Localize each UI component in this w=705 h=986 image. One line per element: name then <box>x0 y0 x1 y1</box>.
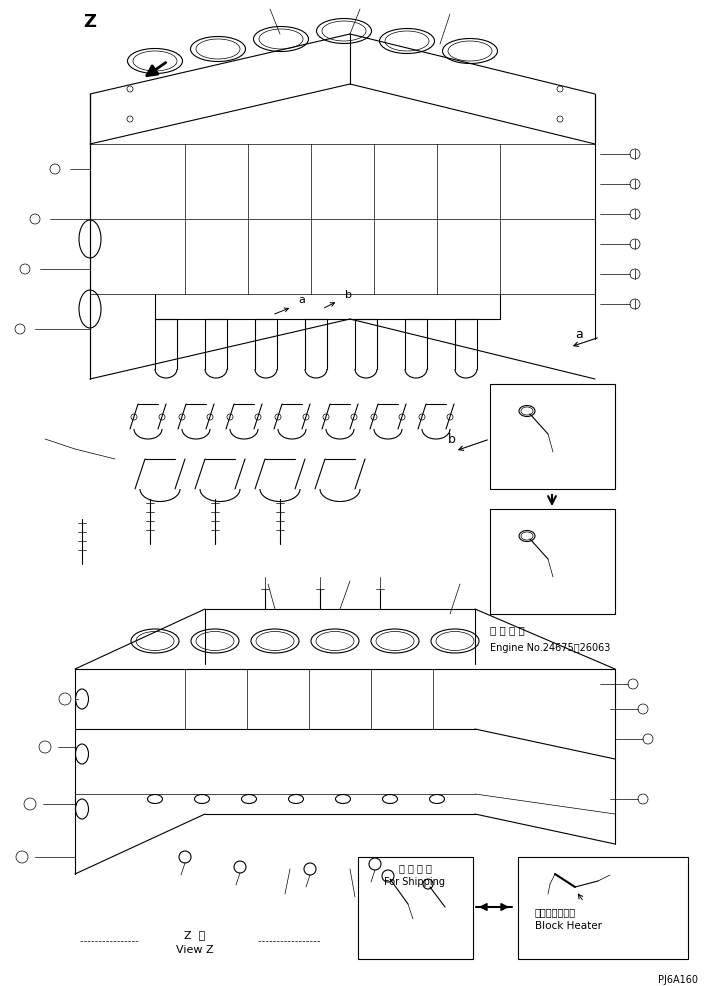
Text: For Shipping: For Shipping <box>384 877 446 886</box>
Text: a: a <box>575 328 583 341</box>
Text: Z  視: Z 視 <box>185 929 206 939</box>
Text: View Z: View Z <box>176 944 214 954</box>
Text: Z: Z <box>83 13 96 31</box>
Text: Engine No.24675〜26063: Engine No.24675〜26063 <box>490 642 611 653</box>
Text: b: b <box>345 290 352 300</box>
Text: 適 用 号 機: 適 用 号 機 <box>490 624 525 634</box>
Bar <box>358 857 473 959</box>
Text: ブロックヒータ: ブロックヒータ <box>535 906 576 916</box>
Text: b: b <box>448 433 456 446</box>
Bar <box>490 510 615 614</box>
Bar <box>518 857 688 959</box>
Bar <box>490 385 615 489</box>
Text: PJ6A160: PJ6A160 <box>658 974 698 984</box>
Text: 運 搬 部 品: 運 搬 部 品 <box>398 862 431 872</box>
Text: a: a <box>298 295 305 305</box>
Text: Block Heater: Block Heater <box>535 920 602 930</box>
